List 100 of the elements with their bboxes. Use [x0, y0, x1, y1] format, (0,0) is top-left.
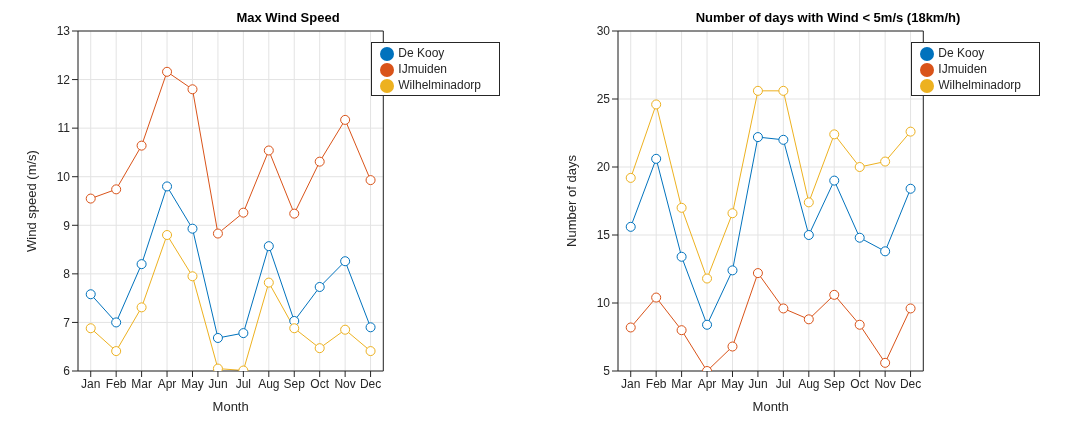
x-tick-label: Apr — [157, 376, 177, 391]
point — [111, 317, 122, 328]
point — [752, 85, 763, 96]
point — [905, 303, 916, 314]
y-tick-label: 10 — [596, 296, 611, 311]
y-tick-label: 13 — [56, 24, 71, 39]
point — [263, 145, 274, 156]
x-tick-label: Mar — [671, 376, 692, 391]
legend-label: De Kooy — [398, 46, 445, 60]
point — [314, 343, 325, 354]
point — [905, 183, 916, 194]
y-tick-label: 7 — [63, 315, 71, 330]
point — [727, 208, 738, 219]
point — [238, 207, 249, 218]
point — [111, 346, 122, 357]
point — [651, 99, 662, 110]
point — [880, 156, 891, 167]
x-tick-label: Jun — [208, 376, 228, 391]
x-tick-label: Nov — [334, 376, 356, 391]
x-axis-title: Month — [212, 399, 249, 414]
point — [365, 322, 376, 333]
x-tick-label: Nov — [874, 376, 896, 391]
point — [702, 273, 713, 284]
point — [136, 140, 147, 151]
point — [625, 172, 636, 183]
point — [854, 162, 865, 172]
point — [111, 184, 122, 195]
y-tick-label: 11 — [57, 121, 71, 136]
chart-title: Number of days with Wind < 5m/s (18km/h) — [694, 10, 962, 25]
point — [752, 132, 763, 143]
point — [676, 325, 687, 336]
x-tick-label: Oct — [310, 376, 330, 391]
x-tick-label: Apr — [697, 376, 717, 391]
y-tick-label: 30 — [596, 24, 611, 39]
point — [803, 197, 814, 208]
point — [136, 259, 147, 270]
y-tick-label: 12 — [56, 72, 71, 87]
y-axis-title: Wind speed (m/s) — [23, 150, 39, 252]
point — [85, 193, 96, 204]
x-tick-label: Oct — [850, 376, 870, 391]
point — [85, 323, 96, 334]
legend-label: IJmuiden — [938, 62, 987, 76]
point — [702, 319, 713, 330]
point — [880, 246, 891, 257]
y-tick-label: 8 — [63, 267, 71, 282]
y-tick-label: 6 — [63, 364, 71, 379]
point — [625, 322, 636, 333]
point — [136, 302, 147, 313]
point — [829, 289, 840, 300]
point — [829, 129, 840, 140]
point — [727, 341, 738, 352]
point — [212, 228, 223, 239]
point — [187, 223, 198, 234]
point — [803, 230, 814, 240]
x-tick-label: Jul — [775, 376, 792, 391]
y-tick-label: 25 — [596, 92, 611, 107]
point — [289, 208, 300, 219]
point — [651, 292, 662, 303]
point — [676, 202, 687, 213]
point — [803, 314, 814, 325]
point — [676, 251, 687, 262]
point — [880, 357, 891, 368]
x-axis-title: Month — [752, 399, 789, 414]
x-tick-label: Jan — [81, 376, 101, 391]
legend-label: IJmuiden — [398, 62, 447, 76]
point — [778, 85, 789, 96]
point — [854, 319, 865, 330]
legend-label: De Kooy — [938, 46, 985, 60]
point — [162, 230, 173, 240]
y-axis-title: Number of days — [563, 154, 579, 247]
point — [85, 289, 96, 300]
x-tick-label: Dec — [899, 376, 922, 391]
point — [340, 114, 351, 125]
point — [314, 281, 325, 292]
x-tick-label: Jun — [748, 376, 768, 391]
point — [314, 156, 325, 167]
point — [365, 346, 376, 357]
point — [752, 268, 763, 279]
y-tick-label: 5 — [603, 364, 611, 379]
x-tick-label: Aug — [798, 376, 820, 391]
x-tick-label: Feb — [105, 376, 127, 391]
point — [263, 277, 274, 288]
x-tick-label: Mar — [131, 376, 152, 391]
point — [651, 153, 662, 164]
x-tick-label: Jan — [621, 376, 641, 391]
point — [727, 265, 738, 276]
x-tick-label: Sep — [823, 376, 846, 391]
point — [289, 323, 300, 334]
x-tick-label: Aug — [258, 376, 280, 391]
point — [340, 256, 351, 267]
legend-label: Wilhelminadorp — [938, 78, 1021, 92]
x-tick-label: May — [181, 376, 204, 391]
x-tick-label: Feb — [645, 376, 667, 391]
point — [829, 175, 840, 186]
point — [212, 363, 223, 371]
point — [187, 271, 198, 282]
x-tick-label: Sep — [283, 376, 306, 391]
point — [625, 221, 636, 232]
point — [263, 241, 274, 252]
x-tick-label: Dec — [359, 376, 382, 391]
